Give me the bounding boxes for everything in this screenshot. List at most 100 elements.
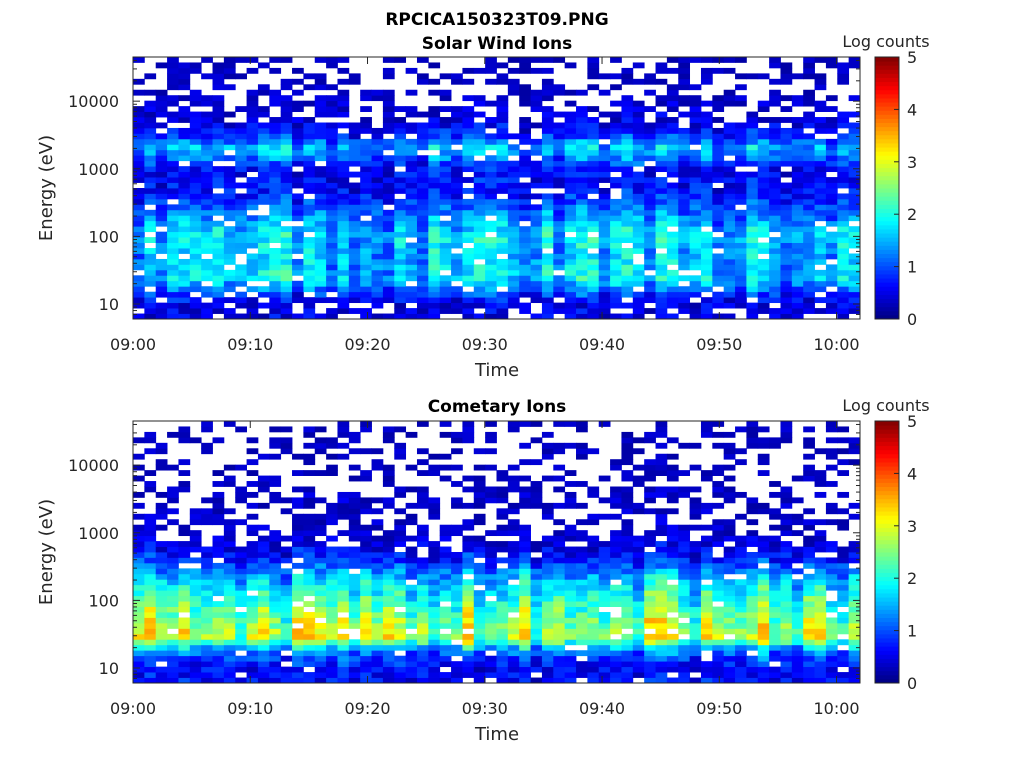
- heatmap-cell: [416, 579, 429, 586]
- heatmap-cell: [360, 568, 372, 575]
- heatmap-cell: [666, 275, 679, 282]
- heatmap-cell: [246, 612, 259, 618]
- heatmap-cell: [360, 617, 372, 624]
- heatmap-cell: [757, 269, 770, 276]
- heatmap-cell: [769, 672, 781, 678]
- heatmap-cell: [621, 127, 634, 134]
- heatmap-cell: [507, 209, 520, 216]
- heatmap-cell: [576, 198, 588, 205]
- heatmap-cell: [269, 166, 282, 173]
- heatmap-cell: [507, 481, 520, 487]
- heatmap-cell: [735, 552, 747, 558]
- heatmap-cell: [746, 426, 759, 433]
- heatmap-cell: [371, 519, 384, 526]
- heatmap-cell: [530, 171, 543, 178]
- heatmap-cell: [280, 612, 293, 618]
- heatmap-cell: [712, 590, 725, 597]
- heatmap-cell: [678, 177, 691, 183]
- heatmap-cell: [189, 568, 202, 575]
- heatmap-cell: [394, 269, 407, 276]
- heatmap-cell: [553, 639, 566, 646]
- heatmap-cell: [337, 78, 350, 85]
- colorbar-swatch: [875, 445, 899, 451]
- heatmap-cell: [825, 291, 838, 298]
- heatmap-cell: [326, 280, 338, 287]
- heatmap-cell: [212, 628, 225, 635]
- heatmap-cell: [621, 442, 634, 449]
- heatmap-cell: [405, 297, 418, 304]
- colorbar-swatch: [875, 646, 899, 651]
- heatmap-cell: [530, 562, 543, 569]
- heatmap-cell: [212, 209, 225, 216]
- heatmap-cell: [269, 127, 282, 134]
- colorbar-swatch: [875, 57, 899, 62]
- heatmap-cell: [155, 546, 168, 553]
- heatmap-cell: [337, 633, 350, 640]
- heatmap-cell: [382, 568, 395, 575]
- heatmap-cell: [814, 573, 827, 580]
- heatmap-cell: [553, 149, 566, 156]
- heatmap-cell: [541, 601, 554, 607]
- heatmap-cell: [303, 171, 316, 178]
- y-axis-label: Energy (eV): [36, 499, 57, 605]
- heatmap-cell: [791, 644, 804, 651]
- heatmap-cell: [769, 508, 781, 515]
- heatmap-cell: [223, 530, 236, 537]
- heatmap-cell: [553, 655, 566, 662]
- heatmap-cell: [780, 557, 793, 564]
- heatmap-cell: [235, 595, 247, 602]
- heatmap-cell: [769, 78, 781, 85]
- heatmap-cell: [394, 313, 407, 320]
- heatmap-cell: [507, 89, 520, 96]
- heatmap-cell: [144, 144, 157, 151]
- heatmap-cell: [178, 590, 191, 597]
- heatmap-cell: [462, 437, 475, 444]
- heatmap-cell: [201, 264, 213, 271]
- heatmap-cell: [757, 552, 770, 558]
- heatmap-cell: [235, 590, 247, 597]
- x-tick-label: 09:00: [110, 335, 156, 354]
- heatmap-cell: [700, 286, 713, 293]
- heatmap-cell: [780, 242, 793, 249]
- heatmap-cell: [689, 661, 702, 668]
- heatmap-cell: [348, 431, 361, 438]
- heatmap-cell: [700, 242, 713, 249]
- heatmap-cell: [678, 226, 691, 233]
- heatmap-cell: [610, 562, 622, 569]
- heatmap-cell: [201, 248, 213, 254]
- heatmap-cell: [587, 117, 600, 123]
- heatmap-cell: [235, 568, 247, 575]
- heatmap-cell: [780, 231, 793, 238]
- heatmap-cell: [246, 231, 259, 238]
- heatmap-cell: [314, 579, 327, 586]
- heatmap-cell: [201, 258, 213, 265]
- heatmap-cell: [212, 639, 225, 646]
- heatmap-cell: [167, 617, 179, 624]
- heatmap-cell: [678, 672, 691, 678]
- heatmap-cell: [530, 215, 543, 222]
- heatmap-cell: [610, 552, 622, 558]
- heatmap-cell: [746, 677, 759, 684]
- heatmap-cell: [666, 650, 679, 657]
- heatmap-cell: [769, 639, 781, 646]
- heatmap-cell: [360, 177, 372, 183]
- heatmap-cell: [507, 524, 520, 531]
- heatmap-cell: [610, 595, 622, 602]
- heatmap-cell: [485, 661, 497, 668]
- heatmap-cell: [223, 67, 236, 74]
- heatmap-cell: [394, 308, 407, 314]
- heatmap-cell: [189, 171, 202, 178]
- heatmap-cell: [712, 541, 725, 547]
- heatmap-cell: [746, 291, 759, 298]
- heatmap-cell: [700, 264, 713, 271]
- heatmap-cell: [837, 269, 850, 276]
- heatmap-cell: [189, 508, 202, 515]
- heatmap-cell: [485, 226, 497, 233]
- heatmap-cell: [655, 133, 668, 140]
- heatmap-cell: [212, 182, 225, 189]
- heatmap-cell: [212, 535, 225, 542]
- y-tick-label: 10000: [68, 92, 119, 111]
- heatmap-cell: [337, 242, 350, 249]
- heatmap-cell: [530, 95, 543, 102]
- heatmap-cell: [439, 421, 452, 427]
